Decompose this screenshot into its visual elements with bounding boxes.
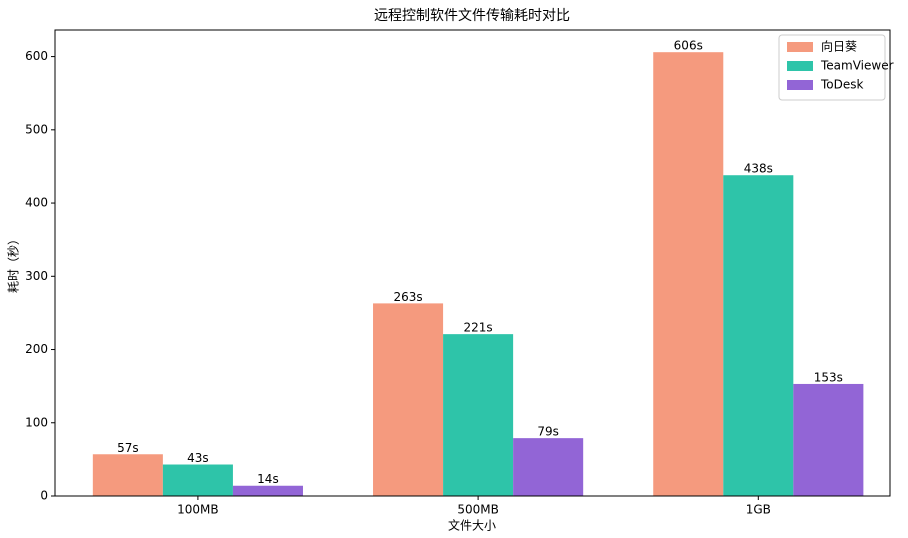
bar xyxy=(232,485,303,496)
plot-frame xyxy=(54,29,891,497)
bar xyxy=(443,334,514,496)
bar xyxy=(513,438,584,496)
y-tick-label: 500 xyxy=(25,122,48,136)
value-label: 43s xyxy=(187,451,209,465)
y-tick-label: 100 xyxy=(25,415,48,429)
bar xyxy=(723,175,794,496)
value-label: 221s xyxy=(464,321,493,335)
value-label: 79s xyxy=(537,425,559,439)
bar xyxy=(653,52,724,496)
legend-label: ToDesk xyxy=(820,78,864,92)
legend-swatch xyxy=(787,42,813,52)
y-tick-label: 0 xyxy=(40,489,48,503)
legend-label: TeamViewer xyxy=(820,59,894,73)
y-axis-label: 耗时（秒） xyxy=(7,233,21,293)
y-tick-label: 400 xyxy=(25,196,48,210)
value-label: 14s xyxy=(257,472,279,486)
y-tick-label: 600 xyxy=(25,49,48,63)
value-label: 263s xyxy=(393,290,422,304)
legend-label: 向日葵 xyxy=(821,39,857,54)
value-label: 606s xyxy=(674,39,703,53)
bar xyxy=(373,303,444,496)
y-tick-label: 300 xyxy=(25,269,48,283)
chart-title: 远程控制软件文件传输耗时对比 xyxy=(374,8,570,24)
legend-swatch xyxy=(787,80,813,90)
x-tick-label: 100MB xyxy=(177,503,219,517)
legend-swatch xyxy=(787,61,813,71)
bar xyxy=(793,383,864,496)
x-tick-label: 500MB xyxy=(457,503,499,517)
x-axis-label: 文件大小 xyxy=(448,518,496,533)
value-label: 57s xyxy=(117,441,139,455)
value-label: 153s xyxy=(814,370,843,384)
x-tick-label: 1GB xyxy=(746,503,771,517)
value-label: 438s xyxy=(744,162,773,176)
bar xyxy=(162,464,233,496)
y-tick-label: 200 xyxy=(25,342,48,356)
bar xyxy=(92,454,163,496)
